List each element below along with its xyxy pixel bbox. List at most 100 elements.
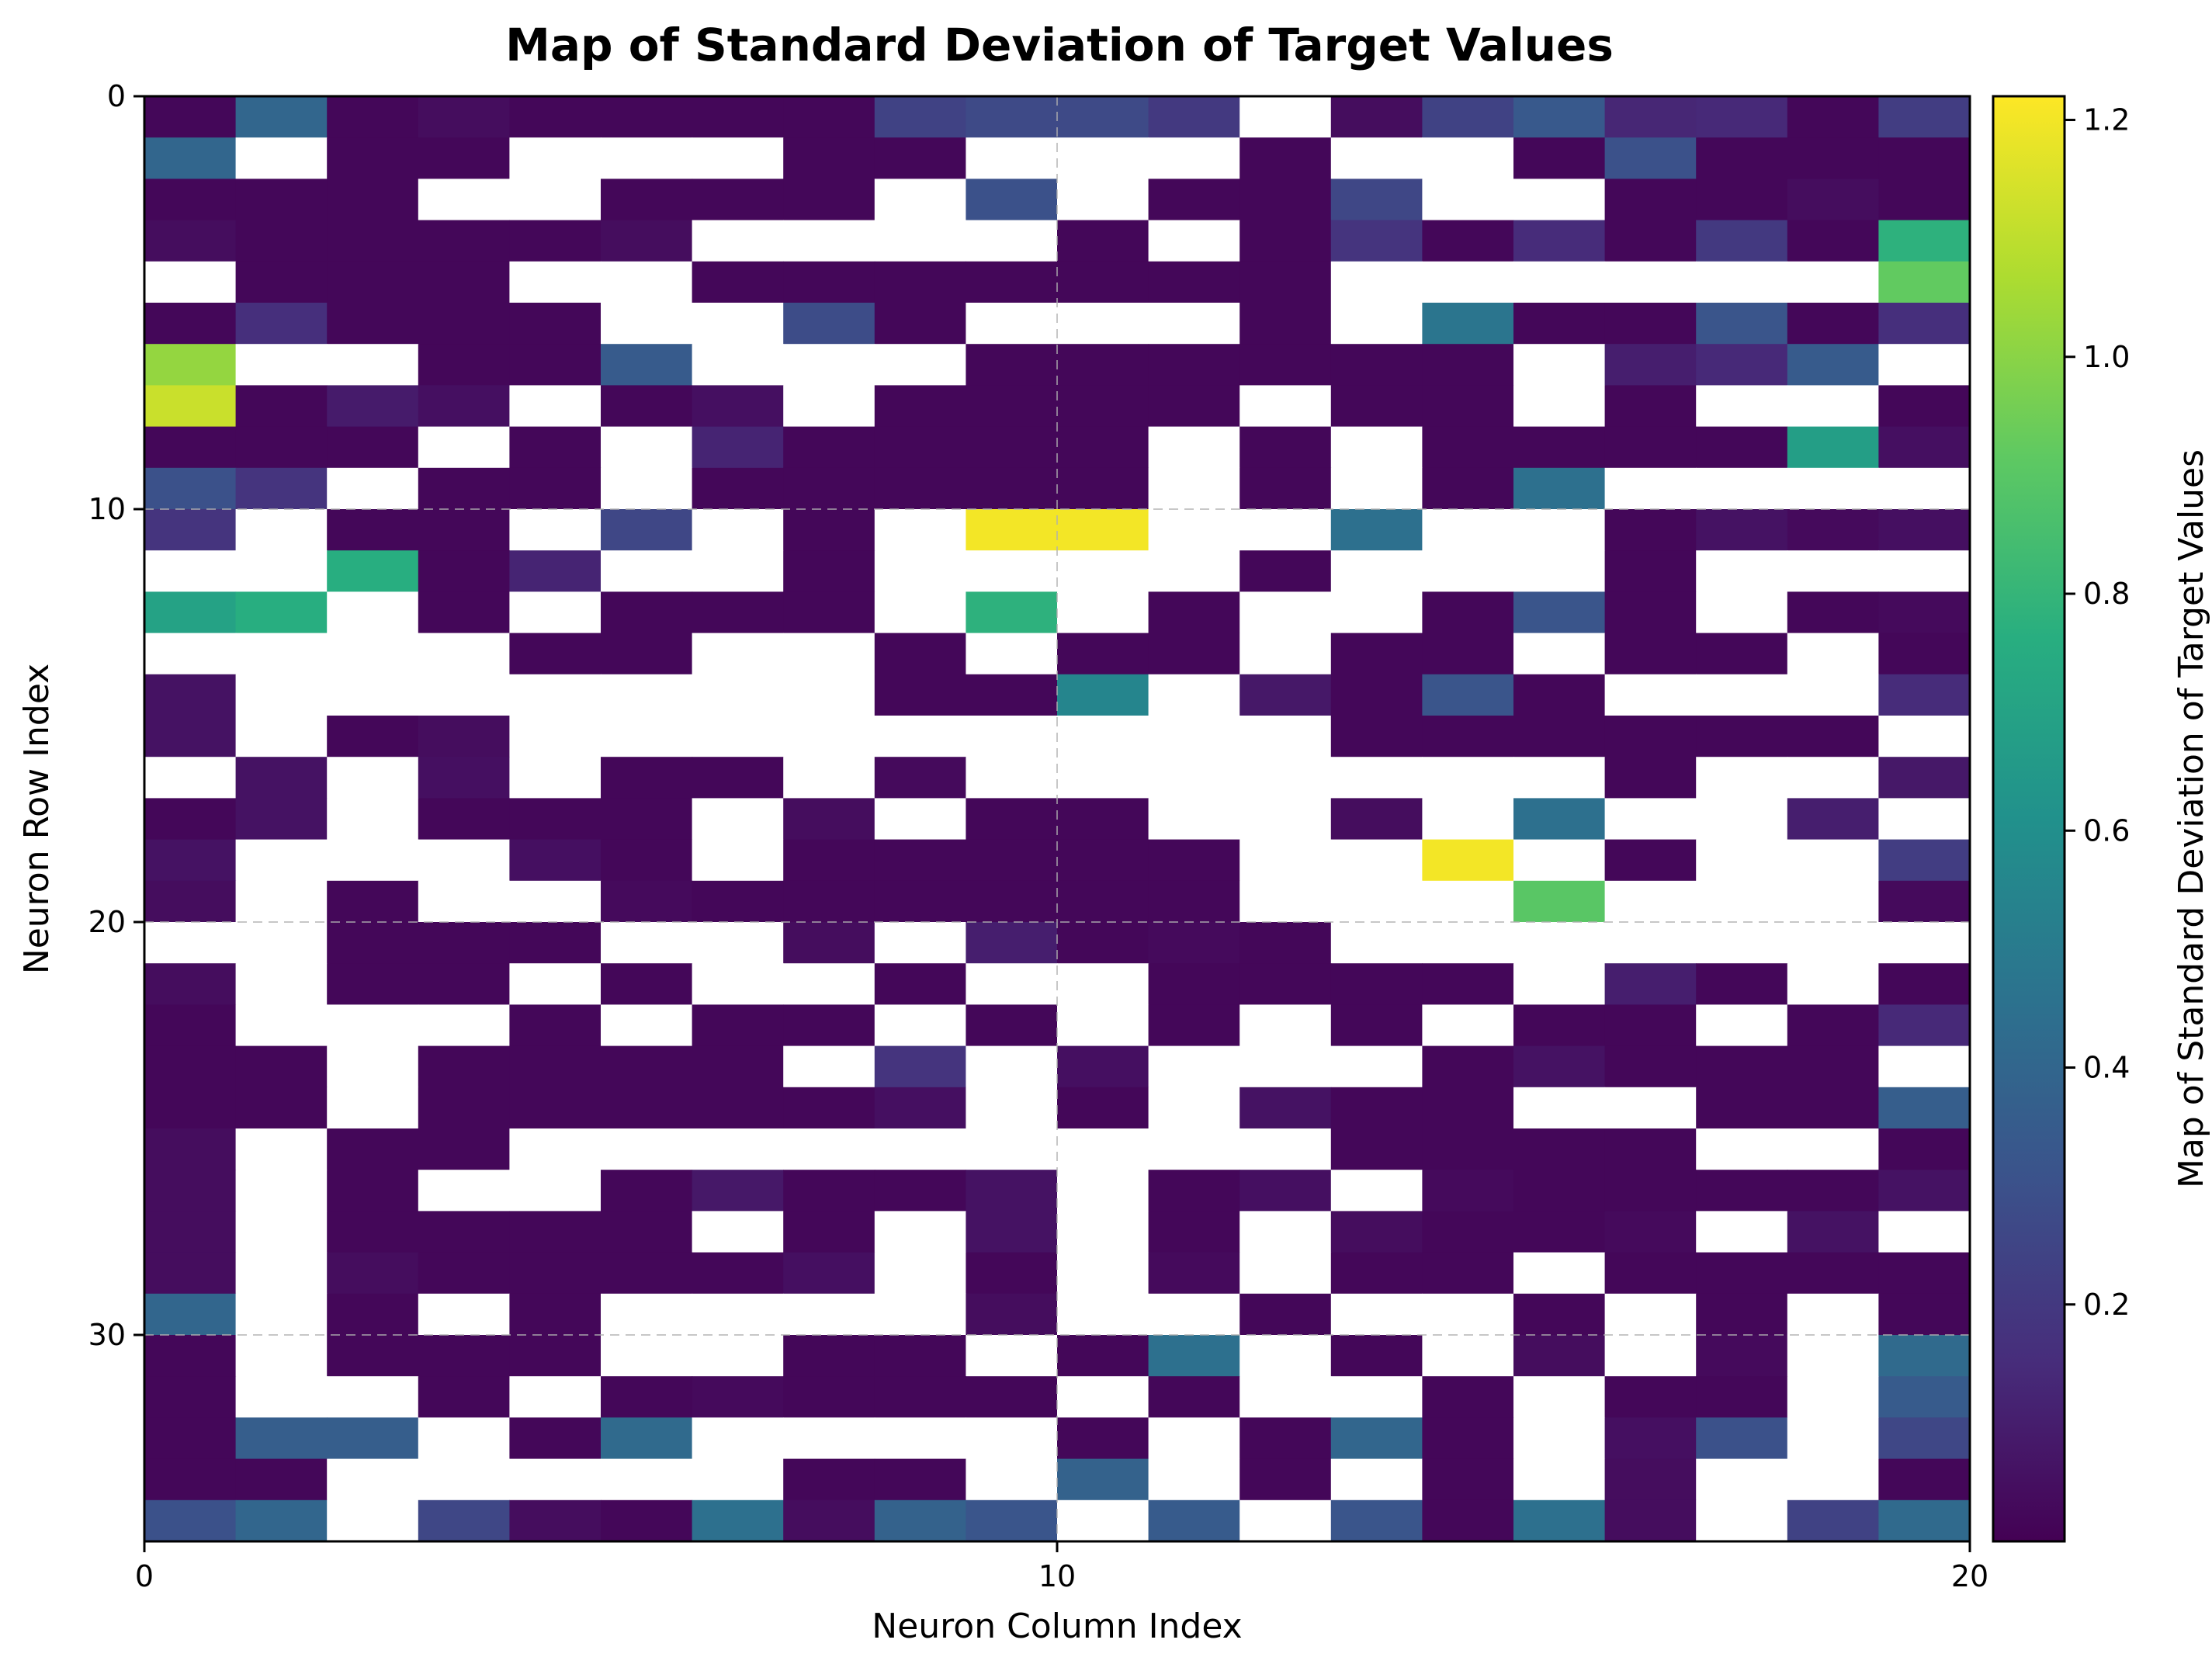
heatmap-cell xyxy=(1513,591,1606,634)
heatmap-cell xyxy=(1239,839,1332,882)
heatmap-cell xyxy=(327,137,419,179)
heatmap-cell xyxy=(1696,1252,1788,1295)
heatmap-cell xyxy=(1057,1335,1149,1377)
heatmap-cell xyxy=(509,467,602,510)
heatmap-cell xyxy=(692,963,784,1005)
heatmap-cell xyxy=(874,1004,966,1047)
heatmap-cell xyxy=(692,550,784,592)
heatmap-cell xyxy=(601,1417,693,1460)
heatmap-cell xyxy=(235,385,328,428)
heatmap-cell xyxy=(235,550,328,592)
heatmap-cell xyxy=(418,880,510,923)
heatmap-cell xyxy=(601,1170,693,1212)
heatmap-cell xyxy=(1330,220,1423,262)
heatmap-cell xyxy=(1787,880,1879,923)
heatmap-cell xyxy=(1422,1004,1514,1047)
heatmap-cell xyxy=(1696,922,1788,964)
heatmap-cell xyxy=(1696,1499,1788,1542)
heatmap-cell xyxy=(509,880,602,923)
heatmap-cell xyxy=(1330,1128,1423,1170)
heatmap-cell xyxy=(418,426,510,469)
heatmap-cell xyxy=(1787,1087,1879,1129)
heatmap-cell xyxy=(144,1376,237,1418)
heatmap-cell xyxy=(1696,550,1788,592)
heatmap-cell xyxy=(1422,633,1514,675)
heatmap-cell xyxy=(1787,426,1879,469)
heatmap-cell xyxy=(418,1376,510,1418)
heatmap-cell xyxy=(1148,1293,1240,1336)
y-tick-label: 0 xyxy=(107,79,126,113)
heatmap-cell xyxy=(1239,716,1332,757)
heatmap-cell xyxy=(1422,1417,1514,1460)
heatmap-cell xyxy=(1513,716,1606,757)
heatmap-cell xyxy=(1878,179,1971,221)
heatmap-cell xyxy=(1604,839,1697,882)
heatmap-cell xyxy=(418,385,510,428)
heatmap-cell xyxy=(509,1252,602,1295)
heatmap-cell xyxy=(1057,1499,1149,1542)
heatmap-cell xyxy=(235,1376,328,1418)
heatmap-cell xyxy=(1422,922,1514,964)
heatmap-cell xyxy=(1422,1211,1514,1253)
heatmap-cell xyxy=(1422,344,1514,386)
heatmap-cell xyxy=(144,1335,237,1377)
heatmap-cell xyxy=(327,220,419,262)
heatmap-cell xyxy=(874,1170,966,1212)
heatmap-cell xyxy=(601,261,693,303)
heatmap-cell xyxy=(1422,757,1514,799)
heatmap-cell xyxy=(783,1376,875,1418)
heatmap-cell xyxy=(601,137,693,179)
heatmap-cell xyxy=(1148,179,1240,221)
heatmap-cell xyxy=(1787,1170,1879,1212)
heatmap-cell xyxy=(966,179,1058,221)
heatmap-cell xyxy=(235,179,328,221)
y-tick-label: 20 xyxy=(88,905,126,939)
heatmap-cell xyxy=(1057,96,1149,138)
heatmap-cell xyxy=(327,591,419,634)
heatmap-cell xyxy=(1239,963,1332,1005)
heatmap-cell xyxy=(1330,96,1423,138)
heatmap-cell xyxy=(601,1376,693,1418)
heatmap-cell xyxy=(1513,179,1606,221)
heatmap-cell xyxy=(1696,1045,1788,1088)
heatmap-cell xyxy=(509,963,602,1005)
heatmap-cell xyxy=(783,1335,875,1377)
heatmap-cell xyxy=(601,1335,693,1377)
heatmap-cell xyxy=(1239,591,1332,634)
heatmap-cell xyxy=(1513,963,1606,1005)
heatmap-cell xyxy=(783,1211,875,1253)
heatmap-cell xyxy=(783,179,875,221)
heatmap-cell xyxy=(1513,1376,1606,1418)
heatmap-cell xyxy=(874,467,966,510)
heatmap-cell xyxy=(418,798,510,841)
heatmap-cell xyxy=(1148,674,1240,716)
heatmap-cell xyxy=(692,1293,784,1336)
heatmap-cell xyxy=(692,179,784,221)
heatmap-cell xyxy=(692,1004,784,1047)
heatmap-cell xyxy=(1148,839,1240,882)
heatmap-cell xyxy=(1057,303,1149,345)
heatmap-cell xyxy=(692,716,784,757)
heatmap-cell xyxy=(966,1458,1058,1501)
heatmap-cell xyxy=(1148,220,1240,262)
heatmap-cell xyxy=(1148,137,1240,179)
heatmap-cell xyxy=(1878,1004,1971,1047)
heatmap-cell xyxy=(235,1252,328,1295)
heatmap-cell xyxy=(1696,1458,1788,1501)
heatmap-cell xyxy=(692,1252,784,1295)
heatmap-cell xyxy=(418,509,510,551)
heatmap-cell xyxy=(1878,1087,1971,1129)
heatmap-cell xyxy=(874,716,966,757)
heatmap-cell xyxy=(1148,509,1240,551)
heatmap-cell xyxy=(327,303,419,345)
heatmap-cell xyxy=(1787,1376,1879,1418)
heatmap-cell xyxy=(1057,1004,1149,1047)
heatmap-cell xyxy=(692,839,784,882)
heatmap-cell xyxy=(509,137,602,179)
heatmap-cell xyxy=(1422,1045,1514,1088)
heatmap-cell xyxy=(1057,261,1149,303)
heatmap-cell xyxy=(509,839,602,882)
heatmap-cell xyxy=(1604,633,1697,675)
heatmap-cell xyxy=(418,179,510,221)
heatmap-cell xyxy=(1239,426,1332,469)
